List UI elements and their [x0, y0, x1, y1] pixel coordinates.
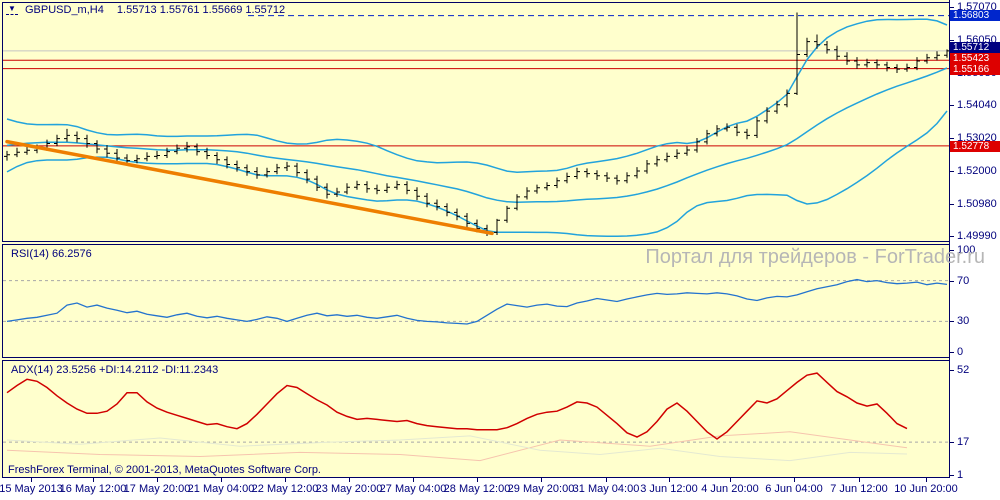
price-badge-1.52778: 1.52778	[950, 140, 1000, 152]
price-tick-label: 1.52000	[957, 165, 997, 177]
time-tick-label: 10 Jun 20:00	[894, 483, 958, 495]
price-tick-label: 1.49990	[957, 230, 997, 242]
scale-tick-mark	[950, 40, 954, 41]
rsi-indicator-label: RSI(14) 66.2576	[11, 248, 92, 260]
scale-tick-mark	[950, 105, 954, 106]
time-tick-label: 22 May 12:00	[251, 483, 319, 495]
adx-chart-canvas[interactable]	[3, 361, 949, 477]
time-tick-mark	[794, 478, 795, 482]
price-chart-canvas[interactable]	[3, 3, 949, 241]
scale-tick-mark	[950, 7, 954, 8]
adx-indicator-label: ADX(14) 23.5256 +DI:14.2112 -DI:11.2343	[11, 364, 219, 376]
price-chart-panel[interactable]	[2, 2, 950, 242]
copyright-footer: FreshForex Terminal, © 2001-2013, MetaQu…	[8, 464, 321, 476]
price-tick-label: 1.50980	[957, 198, 997, 210]
price-tick-label: 30	[957, 315, 970, 327]
price-badge-1.55712: 1.55712	[950, 41, 1000, 53]
time-tick-mark	[541, 478, 542, 482]
price-tick-label: 52	[957, 364, 970, 376]
symbol-dropdown-icon[interactable]: ▼	[6, 4, 18, 15]
price-axis-line	[949, 0, 950, 478]
time-tick-mark	[926, 478, 927, 482]
time-tick-mark	[730, 478, 731, 482]
time-tick-label: 31 May 04:00	[572, 483, 640, 495]
price-badge-1.55166: 1.55166	[950, 64, 1000, 75]
scale-tick-mark	[950, 281, 954, 282]
rsi-chart-canvas[interactable]	[3, 245, 949, 357]
time-tick-mark	[859, 478, 860, 482]
scale-tick-mark	[950, 321, 954, 322]
time-tick-mark	[31, 478, 32, 482]
time-tick-label: 4 Jun 20:00	[701, 483, 759, 495]
rsi-panel[interactable]: RSI(14) 66.2576	[2, 244, 950, 358]
scale-tick-mark	[950, 138, 954, 139]
symbol-period-label: GBPUSD_m,H4	[24, 4, 104, 16]
scale-tick-mark	[950, 442, 954, 443]
time-tick-label: 3 Jun 12:00	[640, 483, 698, 495]
time-tick-label: 29 May 20:00	[507, 483, 575, 495]
price-tick-label: 70	[957, 275, 970, 287]
time-tick-label: 21 May 04:00	[187, 483, 255, 495]
price-tick-label: 1	[957, 469, 964, 481]
time-tick-label: 7 Jun 12:00	[830, 483, 888, 495]
time-tick-label: 23 May 20:00	[315, 483, 383, 495]
price-tick-label: 1.54040	[957, 99, 997, 111]
chart-title: ▼ GBPUSD_m,H4 1.55713 1.55761 1.55669 1.…	[6, 4, 285, 16]
price-tick-label: 0	[957, 346, 964, 358]
scale-tick-mark	[950, 475, 954, 476]
time-tick-mark	[477, 478, 478, 482]
price-badge-1.55423: 1.55423	[950, 52, 1000, 64]
time-tick-label: 17 May 20:00	[123, 483, 191, 495]
scale-tick-mark	[950, 236, 954, 237]
price-badge-1.56803: 1.56803	[950, 10, 1000, 21]
time-tick-label: 27 May 04:00	[379, 483, 447, 495]
time-tick-mark	[157, 478, 158, 482]
scale-tick-mark	[950, 250, 954, 251]
ohlc-quote-label: 1.55713 1.55761 1.55669 1.55712	[116, 4, 286, 16]
time-tick-mark	[413, 478, 414, 482]
scale-tick-mark	[950, 370, 954, 371]
time-tick-label: 16 May 12:00	[59, 483, 127, 495]
time-tick-mark	[669, 478, 670, 482]
time-tick-mark	[606, 478, 607, 482]
watermark-text: Портал для трейдеров - ForTrader.ru	[645, 246, 985, 268]
time-tick-mark	[221, 478, 222, 482]
scale-tick-mark	[950, 352, 954, 353]
scale-tick-mark	[950, 171, 954, 172]
scale-tick-mark	[950, 204, 954, 205]
price-tick-label: 17	[957, 436, 970, 448]
time-tick-label: 6 Jun 04:00	[765, 483, 823, 495]
time-tick-label: 28 May 12:00	[443, 483, 511, 495]
time-tick-mark	[93, 478, 94, 482]
price-tick-label: 100	[957, 244, 976, 256]
time-tick-mark	[285, 478, 286, 482]
time-tick-label: 15 May 2013	[0, 483, 63, 495]
adx-panel[interactable]: ADX(14) 23.5256 +DI:14.2112 -DI:11.2343	[2, 360, 950, 478]
time-tick-mark	[349, 478, 350, 482]
